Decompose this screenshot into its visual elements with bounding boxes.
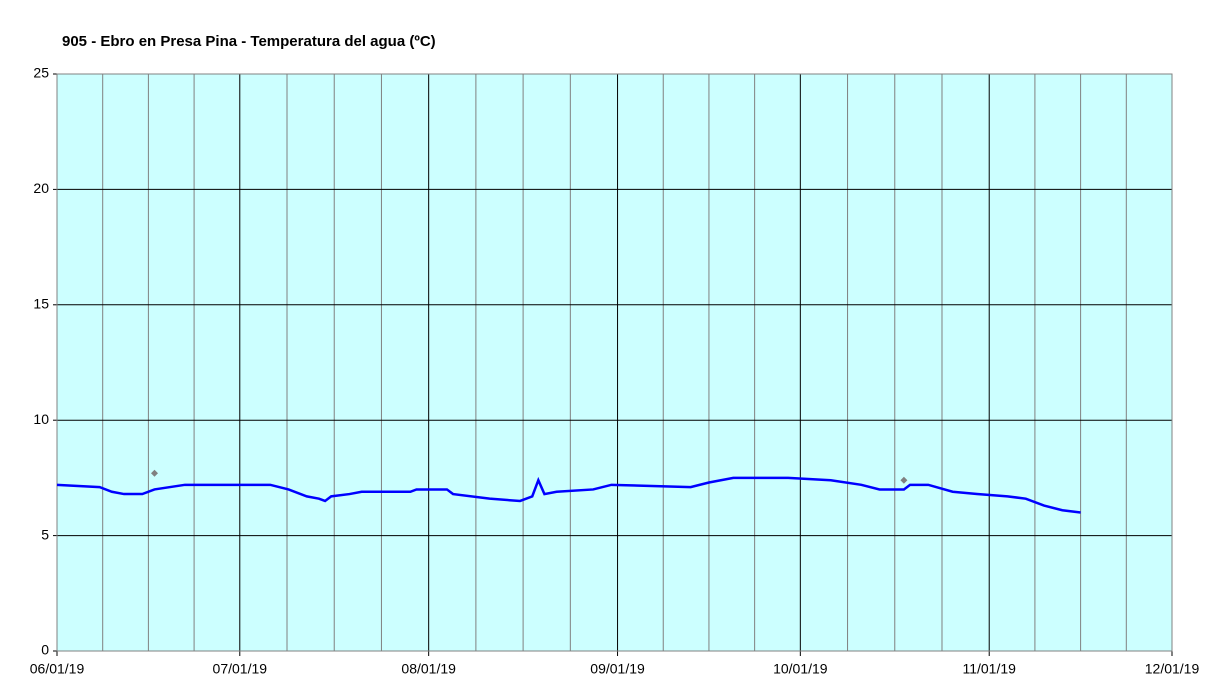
data-point	[900, 476, 908, 484]
chart-title: 905 - Ebro en Presa Pina - Temperatura d…	[62, 33, 436, 50]
y-tick-label: 0	[41, 642, 49, 658]
y-tick-label: 15	[33, 296, 49, 312]
x-tick-label: 12/01/19	[1145, 661, 1200, 677]
data-point	[150, 469, 158, 477]
y-tick-label: 20	[33, 180, 49, 196]
x-tick-label: 07/01/19	[213, 661, 268, 677]
x-tick-label: 11/01/19	[962, 661, 1016, 677]
x-tick-label: 08/01/19	[401, 661, 456, 677]
plot-area	[57, 74, 1172, 651]
data-line	[56, 476, 1081, 514]
y-tick-label: 10	[33, 411, 49, 427]
y-tick-label: 25	[33, 65, 49, 81]
x-tick-label: 09/01/19	[590, 661, 645, 677]
plot-border	[56, 73, 1173, 652]
x-tick-label: 06/01/19	[30, 661, 85, 677]
x-tick-label: 10/01/19	[773, 661, 828, 677]
y-tick-label: 5	[41, 526, 49, 542]
